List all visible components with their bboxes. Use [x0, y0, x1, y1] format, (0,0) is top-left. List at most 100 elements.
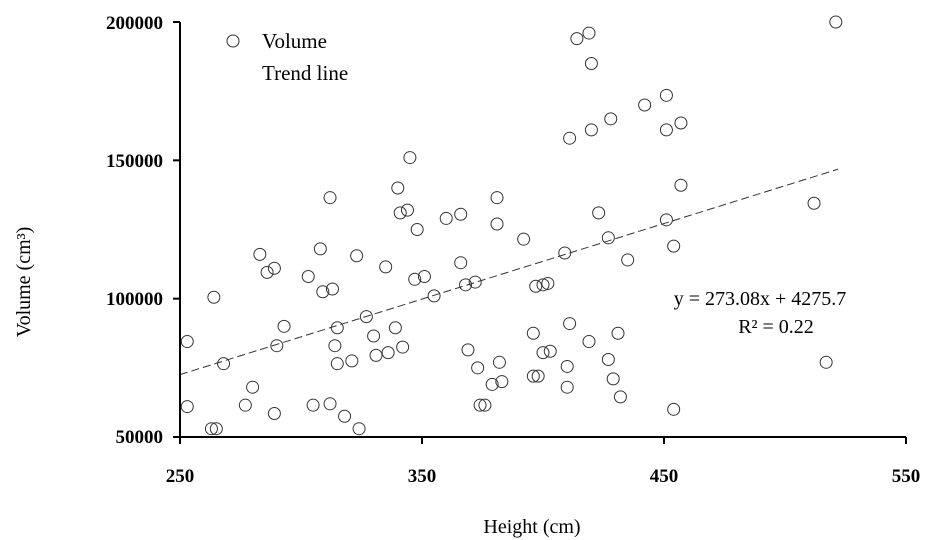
- x-tick-label: 250: [166, 466, 195, 487]
- data-point: [490, 191, 504, 205]
- data-point: [613, 390, 627, 404]
- data-point: [323, 191, 337, 205]
- axis-ticks: [173, 21, 907, 444]
- data-point: [352, 422, 366, 436]
- data-point: [338, 409, 352, 423]
- data-point: [391, 181, 405, 195]
- data-point: [659, 213, 673, 227]
- data-point: [270, 339, 284, 353]
- y-tick-label: 50000: [116, 427, 164, 448]
- y-axis-title: Volume (cm³): [13, 227, 35, 338]
- data-point: [606, 372, 620, 386]
- data-point: [439, 211, 453, 225]
- data-point: [536, 278, 550, 292]
- data-point: [369, 348, 383, 362]
- y-tick-label: 100000: [106, 289, 163, 310]
- data-point: [468, 275, 482, 289]
- data-point: [560, 380, 574, 394]
- data-point: [180, 400, 194, 414]
- data-point: [267, 406, 281, 420]
- data-point: [316, 285, 330, 299]
- data-point: [601, 231, 615, 245]
- data-point: [379, 260, 393, 274]
- data-point: [403, 151, 417, 165]
- data-point: [396, 340, 410, 354]
- data-point: [313, 242, 327, 256]
- data-point: [570, 32, 584, 46]
- data-point: [427, 289, 441, 303]
- data-point: [209, 422, 223, 436]
- data-point: [204, 422, 218, 436]
- data-point: [558, 246, 572, 260]
- data-point: [638, 98, 652, 112]
- data-point: [238, 398, 252, 412]
- x-tick-label: 450: [650, 466, 679, 487]
- data-point: [495, 375, 509, 389]
- x-tick-label: 550: [892, 466, 921, 487]
- data-point: [461, 343, 475, 357]
- data-point: [277, 319, 291, 333]
- data-point: [180, 335, 194, 349]
- data-point: [410, 223, 424, 236]
- data-point: [667, 402, 681, 416]
- data-point: [604, 112, 618, 126]
- data-point: [328, 339, 342, 353]
- data-point: [393, 206, 407, 220]
- r-squared-label: R² = 0.22: [738, 316, 814, 338]
- data-point: [306, 398, 320, 412]
- data-point: [490, 217, 504, 231]
- data-point: [611, 326, 625, 340]
- data-point: [592, 206, 606, 220]
- data-point: [543, 344, 557, 358]
- data-point: [531, 369, 545, 383]
- data-point: [560, 359, 574, 373]
- data-point: [267, 261, 281, 275]
- trend-equation: y = 273.08x + 4275.7: [674, 288, 847, 310]
- data-point: [563, 317, 577, 331]
- data-point: [492, 355, 506, 369]
- data-point: [246, 380, 260, 394]
- data-point: [536, 346, 550, 360]
- plot-area: [179, 15, 843, 436]
- data-point: [674, 178, 688, 192]
- data-point: [819, 355, 833, 369]
- data-point: [601, 353, 615, 367]
- data-point: [582, 335, 596, 349]
- data-point: [517, 232, 531, 246]
- data-point: [667, 239, 681, 253]
- data-point: [325, 282, 339, 296]
- y-tick-label: 200000: [106, 13, 163, 34]
- data-point: [459, 278, 473, 292]
- data-point: [367, 329, 381, 343]
- data-point: [526, 369, 540, 383]
- data-point: [541, 276, 555, 290]
- data-point: [473, 398, 487, 412]
- data-point: [253, 247, 267, 261]
- data-point: [207, 290, 221, 304]
- x-axis-title: Height (cm): [483, 516, 580, 538]
- data-point: [381, 346, 395, 360]
- data-point: [485, 377, 499, 391]
- data-point: [471, 361, 485, 375]
- data-point: [582, 26, 596, 40]
- data-point: [563, 131, 577, 145]
- legend: Volume Trend line: [226, 29, 348, 85]
- data-point: [584, 57, 598, 70]
- data-point: [260, 265, 274, 279]
- data-point: [829, 15, 843, 29]
- data-point: [345, 354, 359, 368]
- data-point: [323, 397, 337, 411]
- data-point: [674, 116, 688, 130]
- data-point: [388, 321, 402, 335]
- data-point: [217, 357, 231, 371]
- data-point: [301, 270, 315, 284]
- data-point: [330, 357, 344, 371]
- x-tick-label: 350: [408, 466, 437, 487]
- data-point: [478, 398, 492, 412]
- y-tick-label: 150000: [106, 151, 163, 172]
- data-point: [659, 88, 673, 102]
- data-point: [454, 207, 468, 221]
- data-point: [584, 123, 598, 137]
- data-point: [454, 256, 468, 270]
